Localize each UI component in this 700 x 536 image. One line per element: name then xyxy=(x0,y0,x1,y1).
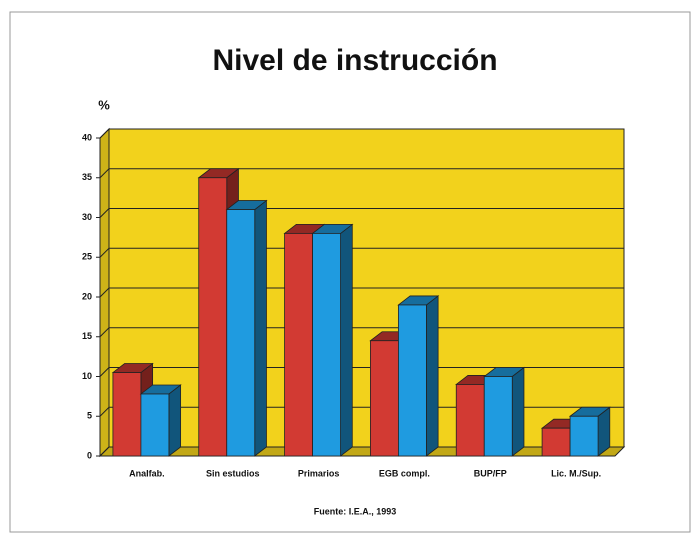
bar xyxy=(370,340,399,457)
bar xyxy=(483,376,513,457)
bar xyxy=(455,384,485,457)
bar-side xyxy=(340,223,353,457)
grid-line xyxy=(99,406,624,417)
bar-side xyxy=(254,199,267,457)
grid-line xyxy=(99,367,624,377)
y-tick-label: 10 xyxy=(82,371,92,381)
bar xyxy=(541,427,571,457)
x-tick-label: Analfab. xyxy=(129,468,165,478)
grid-line xyxy=(99,247,624,258)
bar-side xyxy=(511,366,525,457)
grid-line xyxy=(99,446,624,457)
y-tick-label: 35 xyxy=(82,172,92,182)
bar xyxy=(569,415,599,457)
bar xyxy=(112,372,142,457)
grid-line xyxy=(99,208,624,218)
y-tick-label: 0 xyxy=(87,450,92,460)
bar xyxy=(398,304,427,457)
x-tick-label: Primarios xyxy=(298,468,340,478)
x-tick-label: Lic. M./Sup. xyxy=(551,468,601,478)
bar-side xyxy=(426,295,439,457)
y-tick-label: 5 xyxy=(87,411,92,421)
y-tick-label: 15 xyxy=(82,331,92,341)
y-tick-label: 20 xyxy=(82,291,92,301)
bar xyxy=(198,177,228,457)
y-axis-label: % xyxy=(98,97,110,112)
bar-side xyxy=(168,384,182,457)
grid-line xyxy=(99,327,624,338)
bar xyxy=(312,232,341,457)
source-note: Fuente: I.E.A., 1993 xyxy=(314,506,397,516)
y-tick-label: 40 xyxy=(82,132,92,142)
x-tick-label: BUP/FP xyxy=(474,468,507,478)
grid-line xyxy=(99,168,624,179)
x-tick-label: EGB compl. xyxy=(379,468,430,478)
bar xyxy=(226,209,256,457)
x-tick-label: Sin estudios xyxy=(206,468,260,478)
chart-title: Nivel de instrucción xyxy=(212,44,497,77)
grid-line xyxy=(99,287,624,298)
bar xyxy=(140,393,170,457)
grid-line xyxy=(99,128,624,139)
y-tick-label: 30 xyxy=(82,212,92,222)
bar xyxy=(284,232,313,457)
y-tick-label: 25 xyxy=(82,252,92,262)
